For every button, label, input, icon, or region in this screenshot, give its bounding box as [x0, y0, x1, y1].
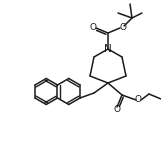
Text: O: O — [119, 23, 127, 32]
Text: O: O — [134, 96, 142, 104]
Text: N: N — [104, 44, 112, 54]
Text: O: O — [114, 105, 120, 115]
Text: O: O — [90, 23, 96, 32]
